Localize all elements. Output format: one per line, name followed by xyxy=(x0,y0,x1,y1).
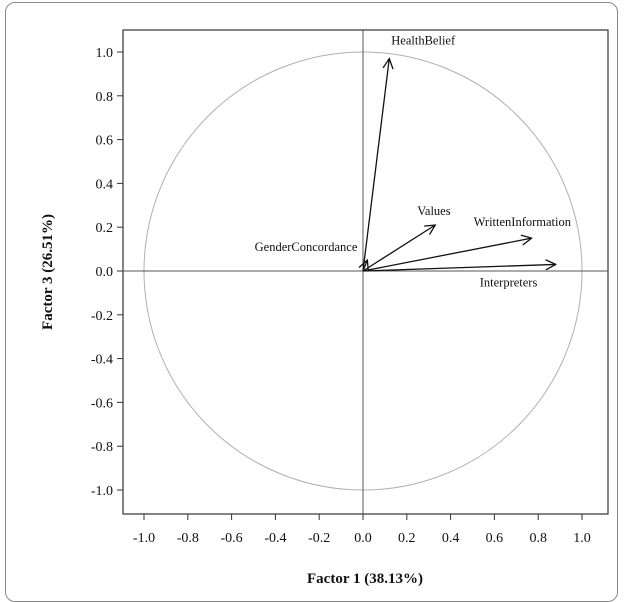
x-tick-label: -1.0 xyxy=(133,531,155,546)
y-axis-title: Factor 3 (26.51%) xyxy=(40,214,56,330)
vector-arrow-values xyxy=(362,225,435,272)
y-tick-label: 0.0 xyxy=(96,265,114,280)
y-tick-label: 0.2 xyxy=(96,221,114,236)
y-tick-label: -0.4 xyxy=(91,353,113,368)
x-tick-label: 0.0 xyxy=(354,531,372,546)
y-tick-label: -0.6 xyxy=(91,396,113,411)
plot-area-border xyxy=(122,29,609,515)
x-tick-label: -0.2 xyxy=(308,531,330,546)
y-tick-label: 0.6 xyxy=(96,134,114,149)
y-tick-label: -0.8 xyxy=(91,440,113,455)
vector-label-healthbelief: HealthBelief xyxy=(391,34,456,48)
x-tick-label: 1.0 xyxy=(573,531,591,546)
loading-plot: -1.0 -0.8 -0.6 -0.4 -0.2 0.0 0.2 0.4 0.6 0.8 1.0 -… xyxy=(40,29,609,586)
x-tick-label: 0.2 xyxy=(398,531,416,546)
vector-arrow-interpreters xyxy=(362,264,556,272)
y-tick-label: -0.2 xyxy=(91,309,113,324)
vector-label-values: Values xyxy=(417,204,450,218)
vector-arrow-writteninformation xyxy=(362,238,532,272)
x-tick-label: -0.4 xyxy=(264,531,286,546)
vector-arrow-genderconcordance xyxy=(363,260,367,271)
y-tick-label: -1.0 xyxy=(91,484,113,499)
loading-vectors: HealthBelief Values WrittenInformation Inte… xyxy=(255,34,572,290)
y-tick-label: 1.0 xyxy=(96,46,114,61)
vector-label-genderconcordance: GenderConcordance xyxy=(255,240,358,254)
x-tick-label: -0.6 xyxy=(221,531,243,546)
y-axis-ticks: -1.0 -0.8 -0.6 -0.4 -0.2 0.0 0.2 0.4 0.6 0.8 1.0 xyxy=(91,46,123,499)
x-tick-label: 0.6 xyxy=(486,531,504,546)
y-tick-label: 0.4 xyxy=(96,177,114,192)
y-tick-label: 0.8 xyxy=(96,90,114,105)
figure-frame xyxy=(5,2,618,602)
x-tick-label: 0.4 xyxy=(442,531,460,546)
vector-arrow-healthbelief xyxy=(362,59,389,272)
x-tick-label: -0.8 xyxy=(177,531,199,546)
vector-label-writteninformation: WrittenInformation xyxy=(474,215,572,229)
x-axis-title: Factor 1 (38.13%) xyxy=(307,571,423,586)
x-axis-ticks: -1.0 -0.8 -0.6 -0.4 -0.2 0.0 0.2 0.4 0.6 0.8 1.0 xyxy=(133,514,591,546)
x-tick-label: 0.8 xyxy=(529,531,547,546)
vector-label-interpreters: Interpreters xyxy=(480,275,538,289)
